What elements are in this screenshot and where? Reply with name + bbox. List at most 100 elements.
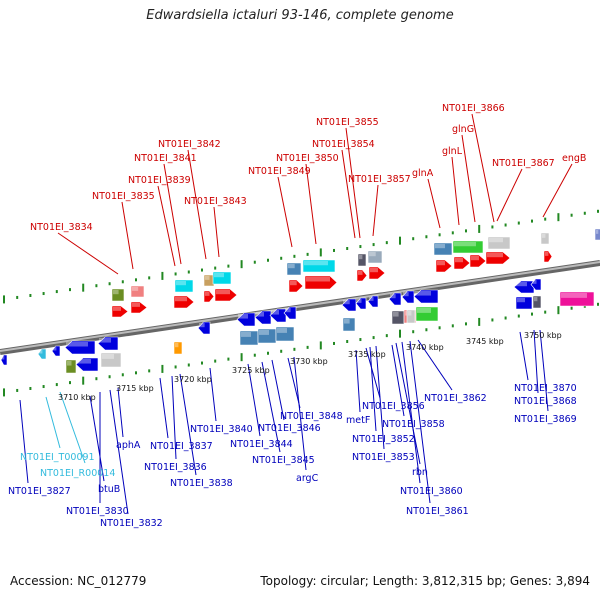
- top-tick-mark: [478, 224, 481, 233]
- forward-gene-label: NT01EI_3842: [158, 139, 221, 150]
- gene-feature-highlight: [214, 273, 224, 278]
- top-tick-mark: [267, 258, 269, 262]
- gene-feature-highlight: [561, 293, 587, 298]
- reverse-gene-label: NT01EI_3827: [8, 486, 71, 497]
- reverse-gene-label: NT01EI_3844: [230, 439, 293, 450]
- kbp-tick-label: 3715 kbp: [116, 384, 154, 393]
- gene-feature-highlight: [66, 342, 88, 347]
- kbp-tick-label: 3725 kbp: [232, 366, 270, 375]
- top-tick-mark: [135, 278, 137, 282]
- gene-feature: [469, 254, 487, 268]
- top-tick-mark: [69, 288, 71, 292]
- forward-gene-label: NT01EI_3855: [316, 117, 379, 128]
- gene-feature-highlight: [455, 258, 463, 263]
- reverse-gene-leader-line: [171, 375, 177, 460]
- forward-gene-leader-line: [163, 163, 182, 265]
- reverse-gene-leader-line: [45, 396, 61, 449]
- top-tick-mark: [517, 221, 520, 225]
- kbp-tick-label: 3710 kbp: [58, 393, 96, 402]
- gene-feature: [254, 310, 272, 325]
- bottom-tick-mark: [55, 383, 58, 387]
- gene-feature-highlight: [435, 244, 445, 249]
- gene-feature-highlight: [67, 361, 72, 366]
- gene-feature-highlight: [205, 276, 210, 280]
- bottom-tick-mark: [161, 364, 164, 373]
- gene-feature: [0, 354, 8, 366]
- top-tick-mark: [412, 237, 415, 241]
- top-tick-mark: [425, 235, 428, 239]
- gene-feature-highlight: [216, 290, 230, 295]
- gene-feature-highlight: [437, 261, 445, 266]
- gene-feature-highlight: [517, 298, 525, 303]
- bottom-tick-mark: [517, 314, 520, 318]
- gene-feature-highlight: [285, 308, 291, 313]
- top-tick-mark: [121, 280, 124, 284]
- topology-text: Topology: circular; Length: 3,812,315 bp…: [260, 574, 590, 588]
- gene-feature-highlight: [596, 230, 599, 234]
- gene-feature-highlight: [99, 338, 111, 343]
- gene-feature: [286, 262, 302, 276]
- forward-gene-label: NT01EI_3857: [348, 174, 411, 185]
- gene-feature: [97, 336, 119, 351]
- top-tick-mark: [240, 260, 243, 269]
- gene-feature-highlight: [542, 234, 546, 238]
- forward-gene-leader-line: [57, 232, 119, 275]
- reverse-gene-leader-line: [417, 339, 453, 391]
- gene-feature: [65, 359, 77, 374]
- bottom-tick-mark: [95, 377, 98, 381]
- gene-feature: [130, 285, 145, 298]
- gene-feature-highlight: [403, 292, 409, 297]
- bottom-tick-mark: [438, 326, 441, 330]
- bottom-tick-mark: [29, 386, 32, 390]
- gene-feature: [214, 288, 238, 302]
- gene-feature-highlight: [370, 268, 378, 273]
- gene-feature-highlight: [277, 328, 287, 333]
- bottom-tick-mark: [42, 385, 45, 389]
- top-tick-mark: [293, 254, 296, 258]
- reverse-gene-leader-line: [401, 341, 421, 484]
- gene-feature: [406, 309, 416, 324]
- gene-feature-highlight: [256, 312, 264, 317]
- top-tick-mark: [544, 217, 547, 221]
- gene-feature: [100, 352, 122, 368]
- gene-feature: [452, 240, 484, 254]
- gene-feature-highlight: [271, 310, 279, 315]
- top-tick-mark: [359, 245, 362, 249]
- gene-feature: [513, 280, 535, 294]
- gene-feature: [257, 328, 277, 344]
- gene-feature: [540, 232, 550, 245]
- forward-gene-label: glnG: [452, 124, 474, 135]
- gene-feature-highlight: [408, 311, 412, 316]
- forward-gene-leader-line: [341, 149, 356, 239]
- reverse-gene-label: NT01EI_3852: [352, 434, 415, 445]
- gene-feature: [130, 301, 148, 314]
- forward-gene-label: glnL: [442, 146, 463, 157]
- bottom-tick-mark: [214, 359, 217, 363]
- top-tick-row: [3, 209, 599, 304]
- bottom-tick-mark: [570, 306, 573, 310]
- gene-feature: [75, 357, 99, 372]
- bottom-tick-mark: [465, 322, 467, 326]
- forward-gene-leader-line: [213, 206, 220, 258]
- gene-feature: [51, 345, 61, 357]
- bottom-tick-mark: [240, 353, 243, 362]
- gene-feature: [173, 341, 183, 355]
- gene-feature: [203, 274, 215, 287]
- gene-feature-highlight: [238, 314, 248, 319]
- forward-gene-leader-line: [496, 168, 523, 222]
- bottom-tick-mark: [201, 361, 203, 365]
- kbp-tick-label: 3730 kbp: [290, 357, 328, 366]
- bottom-tick-mark: [69, 381, 71, 385]
- gene-feature-highlight: [344, 319, 350, 324]
- gene-feature: [413, 289, 439, 304]
- bottom-tick-mark: [399, 329, 401, 338]
- top-tick-mark: [201, 268, 203, 272]
- gene-feature-highlight: [2, 356, 5, 360]
- bottom-tick-mark: [412, 330, 415, 334]
- top-tick-mark: [214, 266, 217, 270]
- top-tick-mark: [491, 225, 494, 229]
- gene-feature: [173, 295, 195, 309]
- gene-feature-highlight: [53, 347, 57, 351]
- gene-feature: [415, 306, 439, 322]
